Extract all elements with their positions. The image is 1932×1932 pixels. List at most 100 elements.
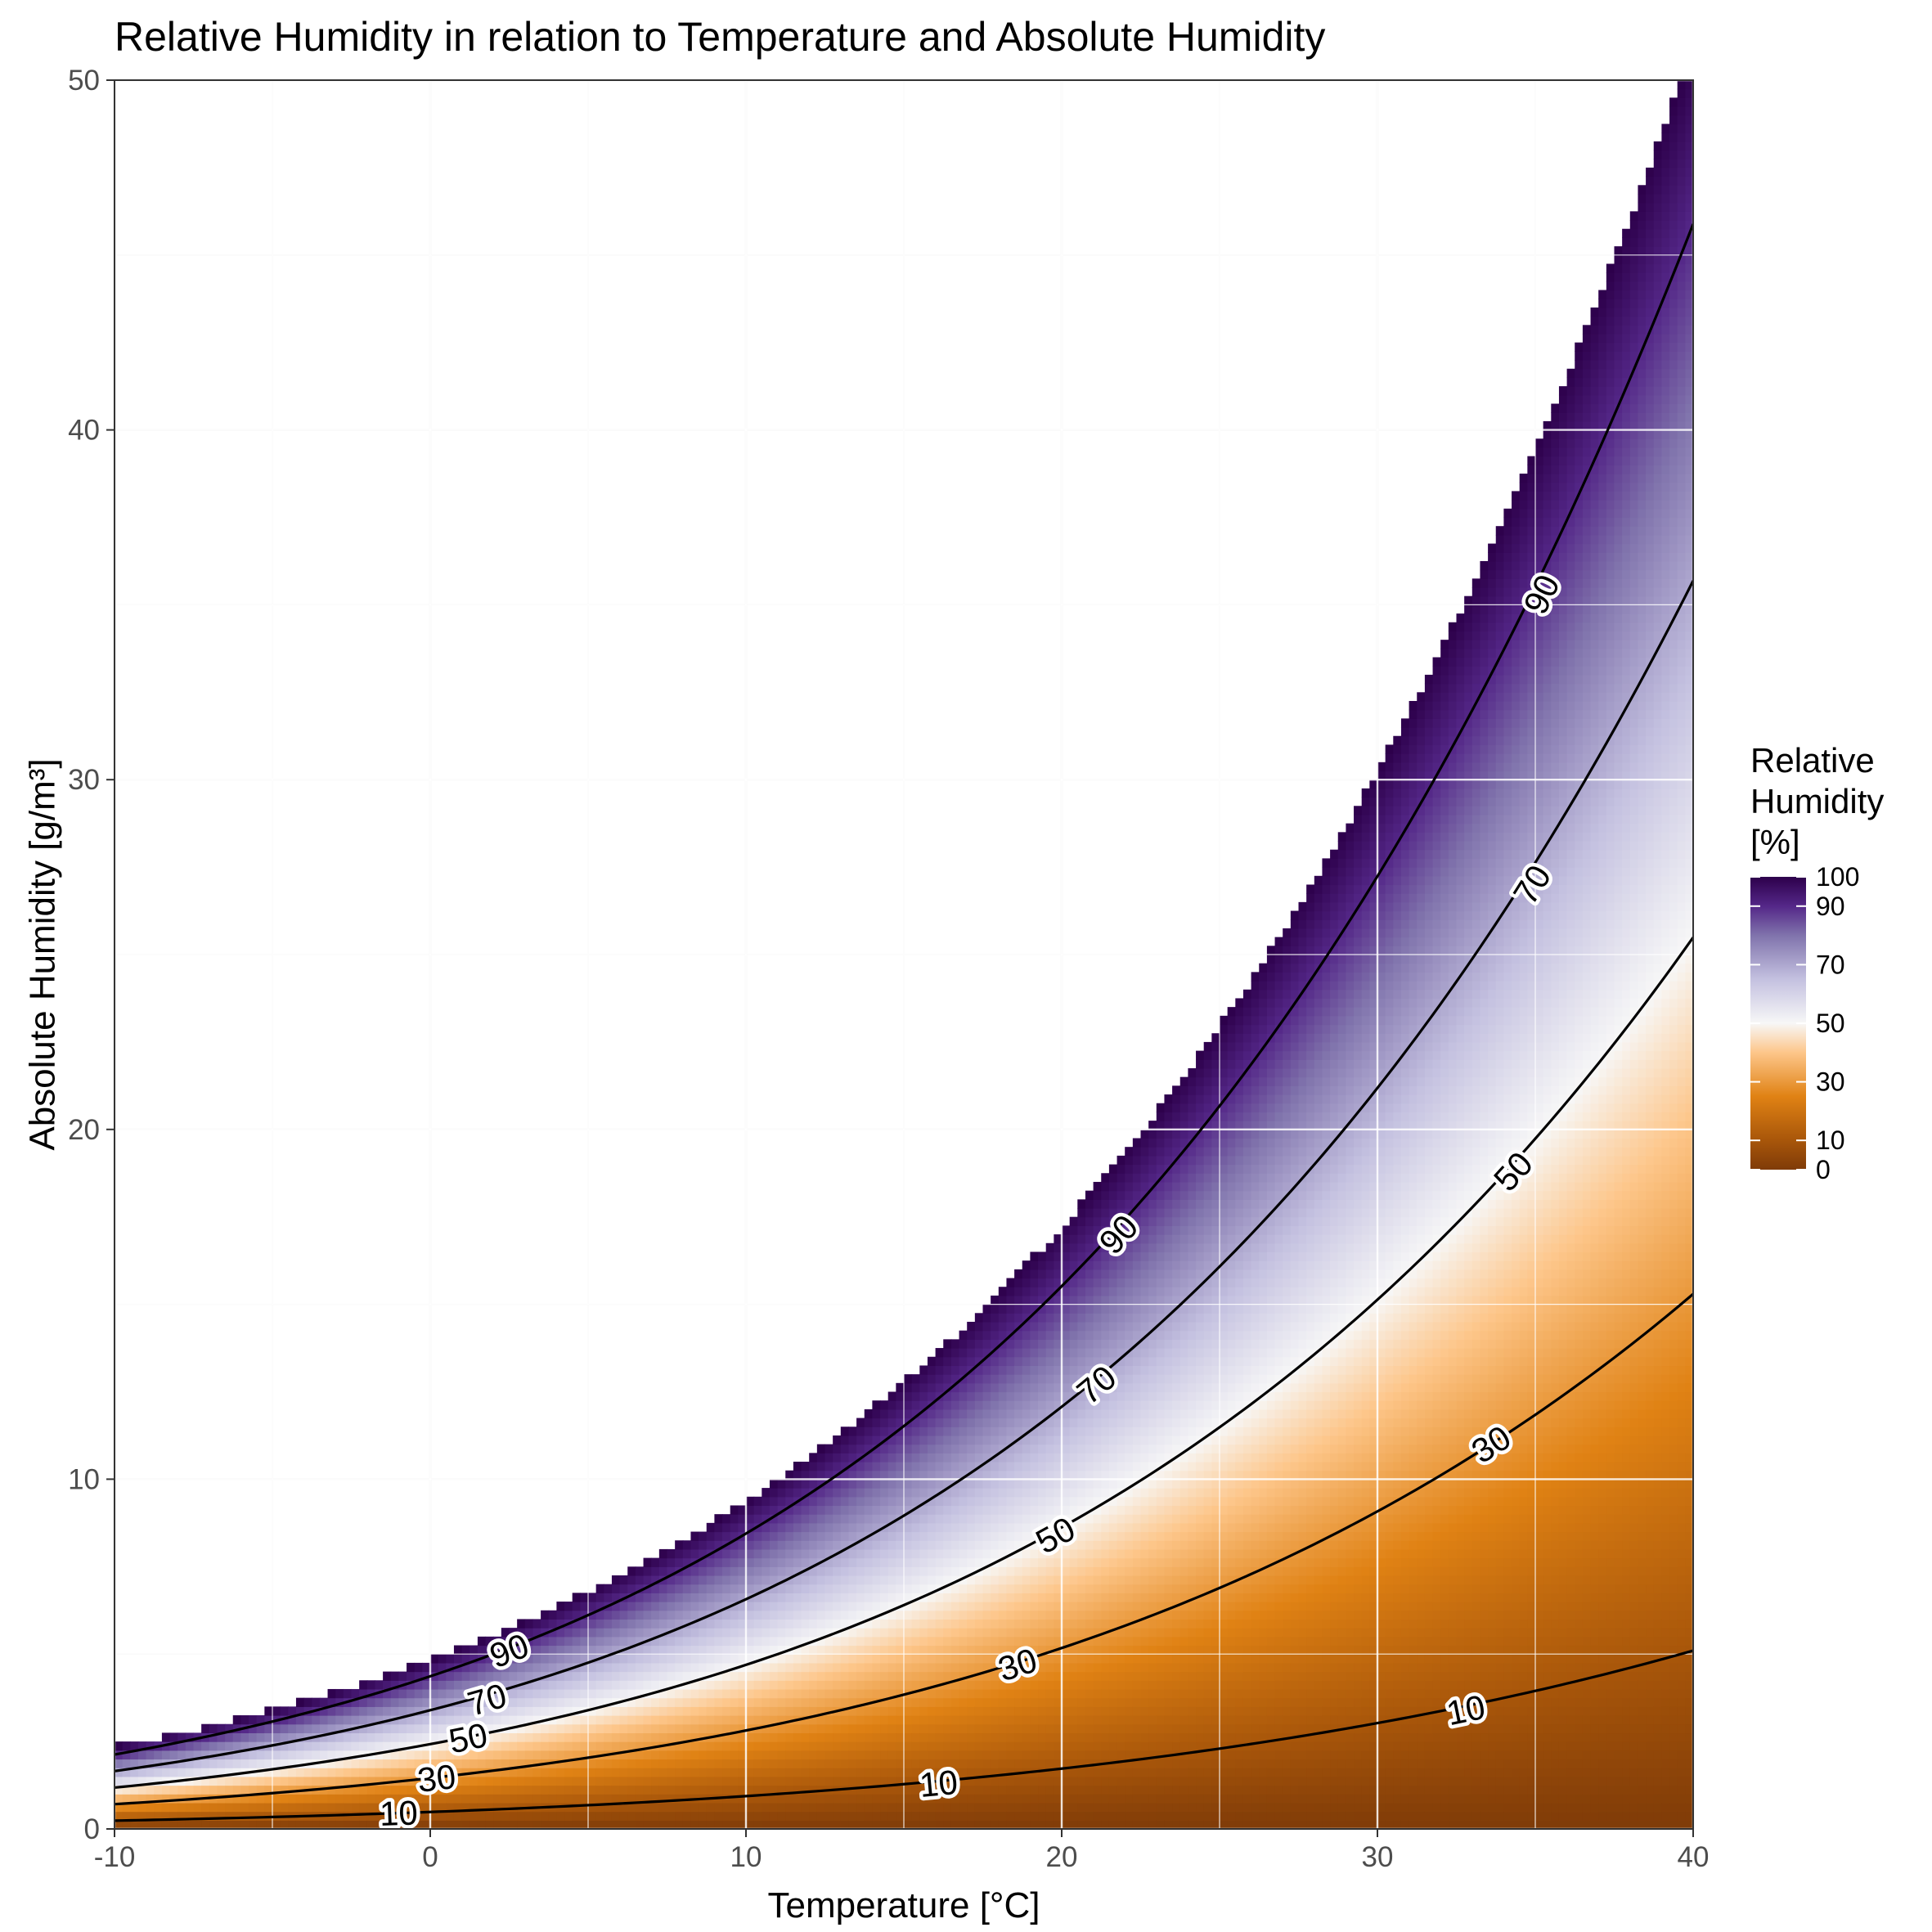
heatmap-cell	[1030, 1339, 1039, 1349]
heatmap-cell	[1132, 1776, 1142, 1786]
heatmap-cell	[801, 1479, 810, 1489]
heatmap-cell	[532, 1794, 541, 1804]
heatmap-cell	[295, 1802, 305, 1813]
heatmap-cell	[556, 1776, 565, 1786]
heatmap-cell	[690, 1785, 699, 1795]
heatmap-cell	[595, 1759, 604, 1768]
heatmap-cell	[1148, 1654, 1157, 1664]
heatmap-cell	[762, 1662, 771, 1673]
heatmap-cell	[1006, 1356, 1015, 1367]
heatmap-cell	[264, 1785, 273, 1795]
heatmap-cell	[1093, 1671, 1102, 1681]
heatmap-cell	[1148, 1121, 1157, 1130]
heatmap-cell	[161, 1794, 171, 1804]
heatmap-cell	[366, 1776, 376, 1786]
heatmap-cell	[556, 1610, 565, 1620]
heatmap-cell	[1164, 1418, 1173, 1427]
heatmap-cell	[541, 1697, 550, 1707]
heatmap-cell	[699, 1680, 708, 1690]
heatmap-cell	[738, 1654, 747, 1664]
heatmap-cell	[1172, 1112, 1181, 1121]
heatmap-cell	[209, 1811, 218, 1821]
heatmap-cell	[809, 1645, 818, 1655]
heatmap-cell	[1132, 1427, 1142, 1436]
heatmap-cell	[572, 1741, 581, 1751]
heatmap-cell	[1117, 1680, 1126, 1690]
heatmap-cell	[1077, 1278, 1086, 1287]
heatmap-cell	[943, 1741, 952, 1751]
heatmap-cell	[738, 1619, 747, 1629]
heatmap-cell	[1045, 1462, 1054, 1471]
heatmap-cell	[904, 1610, 913, 1620]
heatmap-cell	[974, 1470, 984, 1480]
heatmap-cell	[383, 1688, 392, 1699]
heatmap-cell	[667, 1619, 676, 1629]
heatmap-cell	[998, 1295, 1008, 1305]
heatmap-cell	[1164, 1435, 1173, 1445]
heatmap-cell	[753, 1759, 762, 1768]
heatmap-cell	[935, 1540, 944, 1550]
heatmap-cell	[1069, 1671, 1078, 1681]
heatmap-cell	[809, 1776, 818, 1786]
heatmap-cell	[1140, 1540, 1149, 1550]
heatmap-cell	[856, 1418, 865, 1427]
heatmap-cell	[1108, 1462, 1118, 1471]
heatmap-cell	[904, 1505, 913, 1515]
heatmap-cell	[690, 1662, 699, 1673]
heatmap-cell	[896, 1654, 905, 1664]
heatmap-cell	[982, 1470, 991, 1480]
heatmap-cell	[1054, 1768, 1063, 1777]
heatmap-cell	[1140, 1505, 1149, 1515]
heatmap-cell	[1014, 1330, 1023, 1340]
heatmap-cell	[950, 1732, 960, 1742]
heatmap-cell	[1101, 1304, 1110, 1314]
heatmap-cell	[967, 1768, 976, 1777]
heatmap-cell	[1179, 1427, 1188, 1436]
heatmap-cell	[785, 1479, 794, 1489]
heatmap-cell	[1140, 1794, 1149, 1804]
heatmap-cell	[982, 1706, 991, 1716]
heatmap-cell	[564, 1811, 573, 1821]
heatmap-cell	[1045, 1706, 1054, 1716]
heatmap-cell	[201, 1802, 210, 1813]
heatmap-cell	[722, 1785, 731, 1795]
heatmap-cell	[414, 1794, 423, 1804]
heatmap-cell	[604, 1680, 613, 1690]
heatmap-cell	[991, 1610, 1000, 1620]
heatmap-cell	[935, 1820, 944, 1829]
heatmap-cell	[1101, 1444, 1110, 1453]
heatmap-cell	[982, 1575, 991, 1585]
heatmap-cell	[1148, 1548, 1157, 1559]
heatmap-cell	[461, 1785, 470, 1795]
heatmap-cell	[524, 1759, 534, 1768]
heatmap-cell	[919, 1602, 928, 1611]
heatmap-cell	[848, 1548, 857, 1559]
heatmap-cell	[658, 1548, 668, 1559]
heatmap-cell	[414, 1732, 423, 1742]
heatmap-cell	[1077, 1514, 1086, 1524]
heatmap-cell	[753, 1776, 762, 1786]
heatmap-cell	[762, 1785, 771, 1795]
heatmap-cell	[548, 1654, 557, 1664]
heatmap-cell	[1093, 1321, 1102, 1332]
heatmap-cell	[1062, 1418, 1071, 1427]
heatmap-cell	[343, 1820, 353, 1829]
heatmap-cell	[777, 1479, 786, 1489]
heatmap-cell	[927, 1715, 937, 1725]
heatmap-cell	[1038, 1374, 1047, 1384]
heatmap-cell	[532, 1619, 541, 1629]
heatmap-cell	[1093, 1794, 1102, 1804]
heatmap-cell	[1006, 1479, 1015, 1489]
heatmap-cell	[1085, 1514, 1094, 1524]
heatmap-cell	[974, 1645, 984, 1655]
heatmap-cell	[943, 1374, 952, 1384]
heatmap-cell	[572, 1811, 581, 1821]
heatmap-cell	[675, 1820, 684, 1829]
heatmap-cell	[699, 1645, 708, 1655]
heatmap-cell	[967, 1514, 976, 1524]
heatmap-cell	[604, 1732, 613, 1742]
heatmap-cell	[1006, 1662, 1015, 1673]
heatmap-cell	[658, 1566, 668, 1576]
heatmap-cell	[777, 1531, 786, 1541]
heatmap-cell	[1179, 1557, 1188, 1567]
